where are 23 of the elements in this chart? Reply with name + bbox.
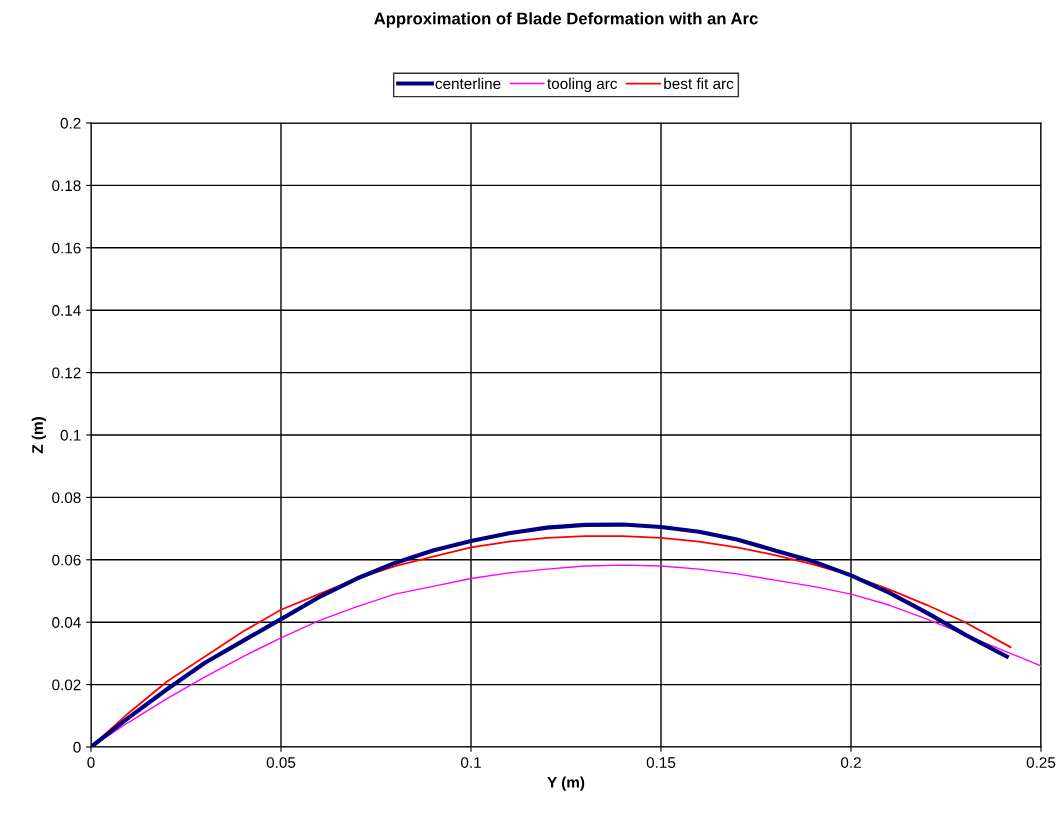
legend-label: centerline	[435, 77, 501, 90]
y-tick-label: 0.2	[60, 117, 81, 129]
legend-label: best fit arc	[664, 77, 734, 90]
y-tick-label: 0.12	[52, 367, 81, 379]
y-axis-title: Z (m)	[31, 417, 46, 454]
x-tick-label: 0.05	[266, 757, 296, 768]
y-tick-label: 0.18	[52, 180, 81, 192]
y-tick-label: 0.04	[52, 617, 81, 628]
y-tick-label: 0.1	[60, 429, 81, 441]
y-tick-label: 0.06	[52, 554, 81, 566]
y-tick-label: 0.14	[52, 305, 81, 316]
y-tick-label: 0.02	[52, 679, 81, 691]
y-tick-label: 0.16	[52, 242, 81, 254]
y-tick-label: 0	[73, 741, 81, 753]
x-tick-label: 0.25	[1026, 757, 1056, 768]
x-tick-label: 0	[87, 757, 95, 768]
x-tick-label: 0.1	[460, 757, 481, 768]
x-tick-label: 0.2	[840, 757, 861, 768]
chart-title: Approximation of Blade Deformation with an Arc	[374, 12, 758, 28]
x-tick-label: 0.15	[646, 757, 676, 768]
x-axis-title: Y (m)	[547, 776, 585, 791]
legend-label: tooling arc	[547, 77, 618, 93]
y-tick-label: 0.08	[52, 492, 81, 504]
